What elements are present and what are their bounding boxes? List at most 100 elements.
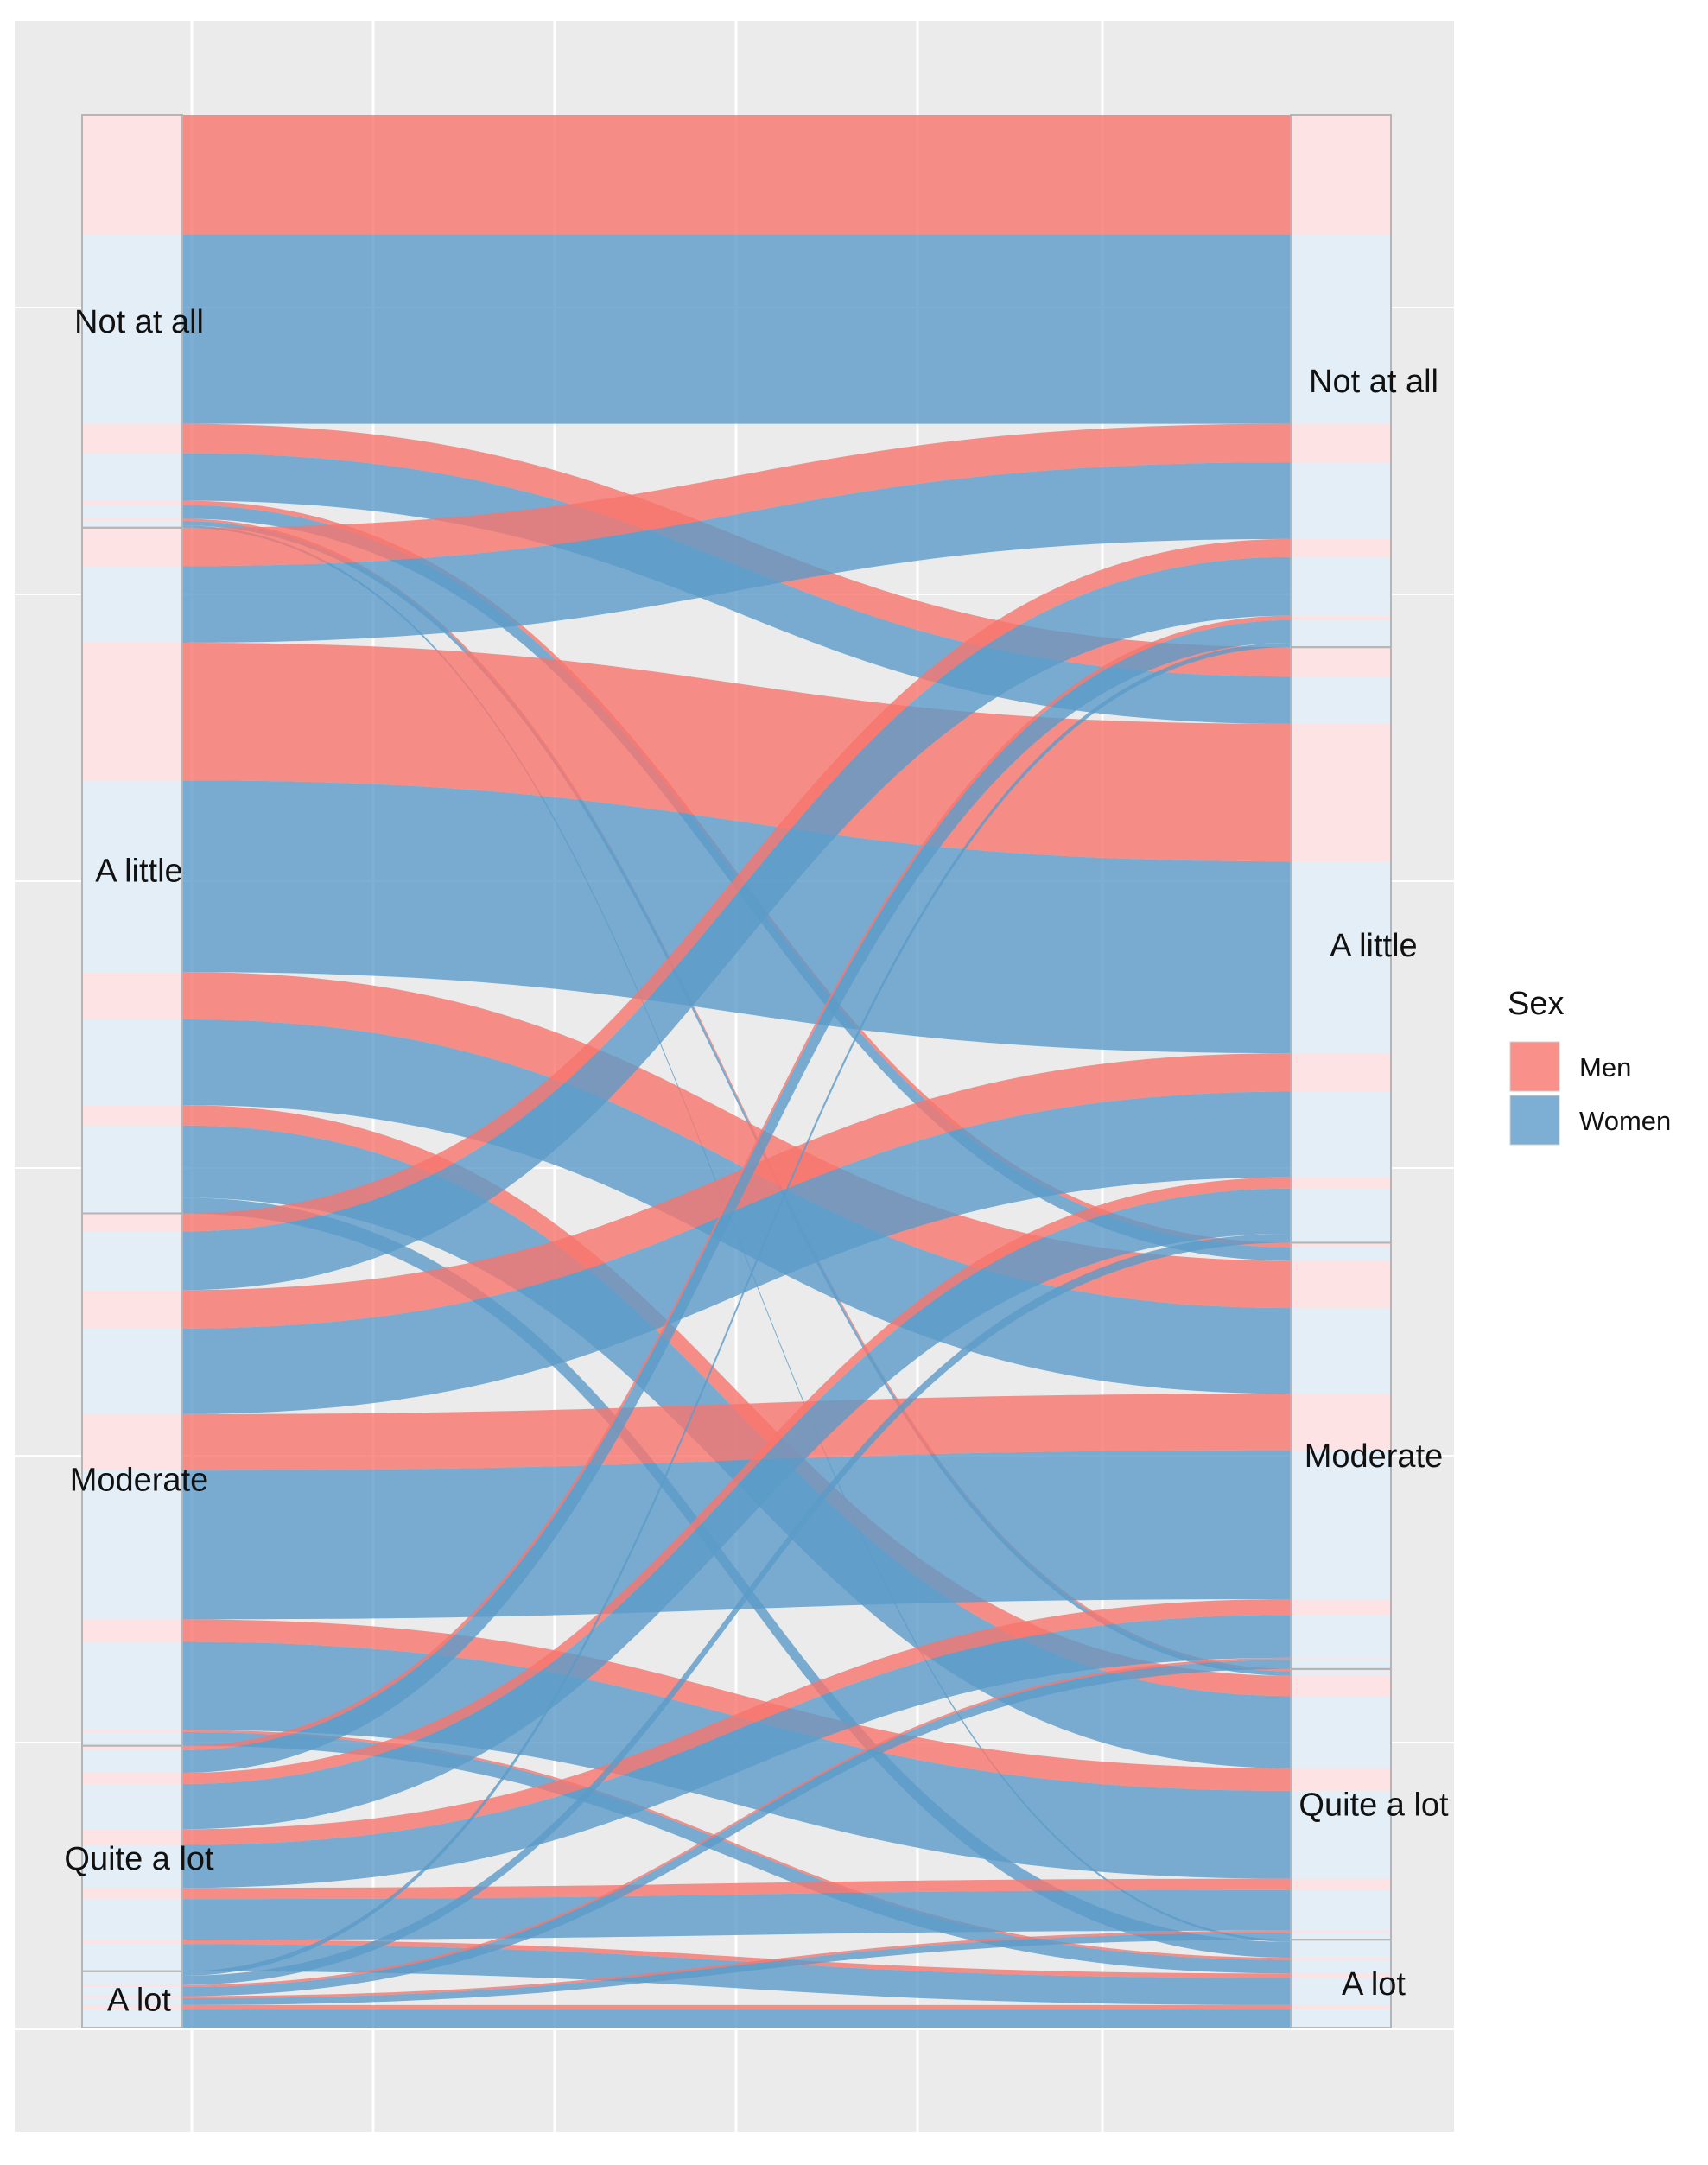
right-lode: [1291, 1660, 1391, 1669]
right-lode: [1291, 1889, 1391, 1931]
left-lode: [82, 518, 182, 521]
flow-women: [182, 619, 1291, 1773]
flow-men: [182, 1930, 1291, 1999]
right-lode: [1291, 115, 1391, 235]
right-lode: [1291, 1671, 1391, 1676]
flow-women: [182, 1731, 1291, 1974]
right-lode: [1291, 2009, 1391, 2028]
right-lode: [1291, 1308, 1391, 1394]
flow-women: [182, 2009, 1291, 2028]
right-lode: [1291, 1233, 1391, 1243]
stratum-labels-layer: Not at all A little Moderate Quite a lot A l…: [64, 304, 1449, 2018]
right-stratum: [1290, 1939, 1392, 2029]
left-lode: [82, 1019, 182, 1106]
flow-men: [182, 2004, 1291, 2010]
flow-women: [182, 1933, 1291, 2005]
legend: Sex Men Women: [1508, 986, 1671, 1146]
left-lode: [82, 1772, 182, 1785]
left-stratum-label: A little: [95, 854, 182, 890]
left-lode: [82, 234, 182, 424]
right-lode: [1291, 1940, 1391, 1942]
flow-women: [182, 462, 1291, 643]
flow-men: [182, 1730, 1291, 1960]
left-lode: [82, 1470, 182, 1620]
left-lode: [82, 1730, 182, 1732]
flow-women: [182, 556, 1291, 1291]
right-lode: [1291, 462, 1391, 539]
right-lode: [1291, 1941, 1391, 1959]
legend-key-women: [1509, 1095, 1560, 1146]
flow-women: [182, 1450, 1291, 1620]
left-lode: [82, 505, 182, 519]
left-lode: [82, 1125, 182, 1198]
left-stratum: [81, 1970, 183, 2028]
flow-men: [182, 1598, 1291, 1845]
left-lode: [82, 1328, 182, 1414]
right-stratum-label: Not at all: [1309, 364, 1438, 400]
left-lode: [82, 115, 182, 235]
right-lode: [1291, 1260, 1391, 1309]
right-lode: [1291, 1247, 1391, 1261]
flow-men: [182, 1394, 1291, 1471]
right-lode: [1291, 1930, 1391, 1933]
left-lode: [82, 1944, 182, 1971]
right-lode: [1291, 1598, 1391, 1616]
legend-key-men: [1509, 1041, 1560, 1092]
left-lode: [82, 1413, 182, 1471]
flow-women: [182, 234, 1291, 424]
right-lode: [1291, 538, 1391, 557]
flow-women: [182, 520, 1291, 1676]
right-lode: [1291, 1973, 1391, 1978]
flow-men: [182, 1177, 1291, 1785]
right-stratum-label: Quite a lot: [1298, 1787, 1449, 1824]
flow-men: [182, 1878, 1291, 1900]
left-lode: [82, 2009, 182, 2028]
flow-men: [182, 518, 1291, 1672]
left-lode: [82, 2004, 182, 2010]
right-lode: [1291, 861, 1391, 1054]
strata-layer: [82, 115, 1391, 2028]
flow-men: [182, 972, 1291, 1309]
left-lode: [82, 1105, 182, 1126]
flow-men: [182, 538, 1291, 1232]
right-lode: [1291, 423, 1391, 463]
right-lode: [1291, 1657, 1391, 1660]
left-lode: [82, 500, 182, 505]
right-lode: [1291, 1615, 1391, 1658]
left-lode: [82, 423, 182, 454]
flow-men: [182, 642, 1291, 862]
right-stratum-label: Moderate: [1305, 1438, 1444, 1475]
left-lode: [82, 1998, 182, 2005]
left-lode: [82, 1641, 182, 1730]
left-stratum-label: Not at all: [74, 304, 204, 340]
flow-men: [182, 1105, 1291, 1697]
flow-men: [182, 1657, 1291, 1988]
left-lode: [82, 453, 182, 501]
strata-borders-layer: [81, 114, 1392, 2029]
flow-men: [182, 115, 1291, 235]
right-lode: [1291, 642, 1391, 648]
legend-title: Sex: [1508, 986, 1564, 1022]
right-lode: [1291, 647, 1391, 677]
right-lode: [1291, 556, 1391, 616]
right-lode: [1291, 1668, 1391, 1672]
left-lode: [82, 1731, 182, 1746]
flow-women: [182, 1091, 1291, 1414]
right-lode: [1291, 1053, 1391, 1092]
left-lode: [82, 1197, 182, 1214]
left-lode: [82, 1888, 182, 1900]
flows-layer: [182, 115, 1291, 2028]
left-lode: [82, 1290, 182, 1329]
right-lode: [1291, 2004, 1391, 2010]
right-lode: [1291, 723, 1391, 862]
right-lode: [1291, 1242, 1391, 1248]
right-lode: [1291, 1188, 1391, 1234]
flow-women: [182, 642, 1291, 1976]
left-lode: [82, 780, 182, 973]
right-lode: [1291, 1933, 1391, 1940]
right-stratum-label: A little: [1330, 928, 1417, 964]
right-stratum-label: A lot: [1342, 1966, 1406, 2003]
left-lode: [82, 1899, 182, 1940]
right-lode: [1291, 1675, 1391, 1697]
